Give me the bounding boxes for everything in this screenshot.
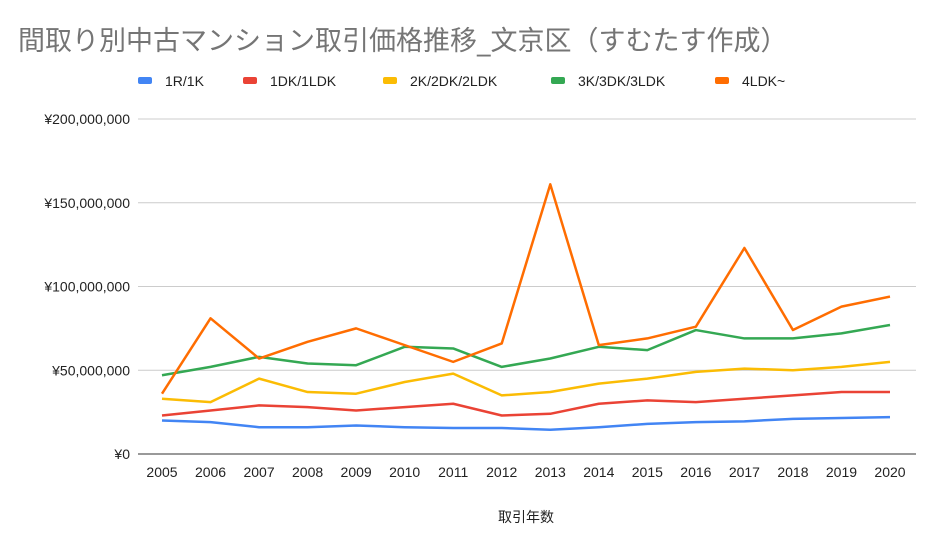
series-line-3K/3DK/3LDK — [161, 323, 891, 377]
series-line-1R/1K — [161, 415, 891, 431]
x-tick-label: 2013 — [535, 464, 566, 480]
legend-swatch — [551, 77, 565, 84]
y-tick-label: ¥100,000,000 — [43, 279, 130, 295]
x-axis-label: 取引年数 — [498, 510, 554, 526]
chart-title: 間取り別中古マンション取引価格推移_文京区（すむたす作成） — [18, 26, 788, 57]
legend-item: 3K/3DK/3LDK — [551, 73, 666, 89]
legend-swatch — [138, 77, 152, 84]
x-tick-label: 2010 — [389, 464, 420, 480]
legend-label: 2K/2DK/2LDK — [410, 73, 498, 89]
legend-item: 1R/1K — [138, 73, 205, 89]
x-tick-label: 2017 — [729, 464, 760, 480]
x-tick-label: 2005 — [146, 464, 177, 480]
legend-label: 1DK/1LDK — [270, 73, 337, 89]
legend-label: 3K/3DK/3LDK — [578, 73, 666, 89]
y-tick-label: ¥150,000,000 — [43, 195, 130, 211]
x-tick-label: 2011 — [438, 464, 468, 480]
x-axis-ticks: 2005 2006 2007 2008 2009 2010 2011 2012 2013 2014… — [146, 464, 905, 480]
legend-label: 1R/1K — [165, 73, 205, 89]
legend-item: 1DK/1LDK — [243, 73, 337, 89]
x-tick-label: 2020 — [874, 464, 905, 480]
x-tick-label: 2012 — [486, 464, 517, 480]
x-tick-label: 2014 — [583, 464, 614, 480]
series-line-2K/2DK/2LDK — [161, 360, 891, 404]
x-tick-label: 2008 — [292, 464, 323, 480]
series-line-4LDK~ — [160, 183, 891, 395]
x-tick-label: 2007 — [243, 464, 274, 480]
y-tick-label: ¥50,000,000 — [51, 362, 130, 378]
y-axis-ticks: ¥0 ¥50,000,000 ¥100,000,000 ¥150,000,000 ¥20… — [43, 111, 130, 462]
gridlines — [138, 118, 916, 455]
legend: 1R/1K 1DK/1LDK 2K/2DK/2LDK 3K/3DK/3LDK 4LDK~ — [138, 73, 785, 89]
series-lines — [160, 183, 891, 431]
legend-swatch — [383, 77, 397, 84]
y-tick-label: ¥0 — [113, 446, 130, 462]
x-tick-label: 2009 — [341, 464, 372, 480]
series-line-1DK/1LDK — [161, 390, 890, 417]
x-tick-label: 2015 — [632, 464, 663, 480]
x-tick-label: 2018 — [777, 464, 808, 480]
x-tick-label: 2006 — [195, 464, 226, 480]
x-tick-label: 2019 — [826, 464, 857, 480]
legend-swatch — [715, 77, 729, 84]
y-tick-label: ¥200,000,000 — [43, 111, 130, 127]
legend-label: 4LDK~ — [742, 73, 785, 89]
legend-item: 2K/2DK/2LDK — [383, 73, 498, 89]
legend-swatch — [243, 77, 257, 84]
x-tick-label: 2016 — [680, 464, 711, 480]
legend-item: 4LDK~ — [715, 73, 785, 89]
